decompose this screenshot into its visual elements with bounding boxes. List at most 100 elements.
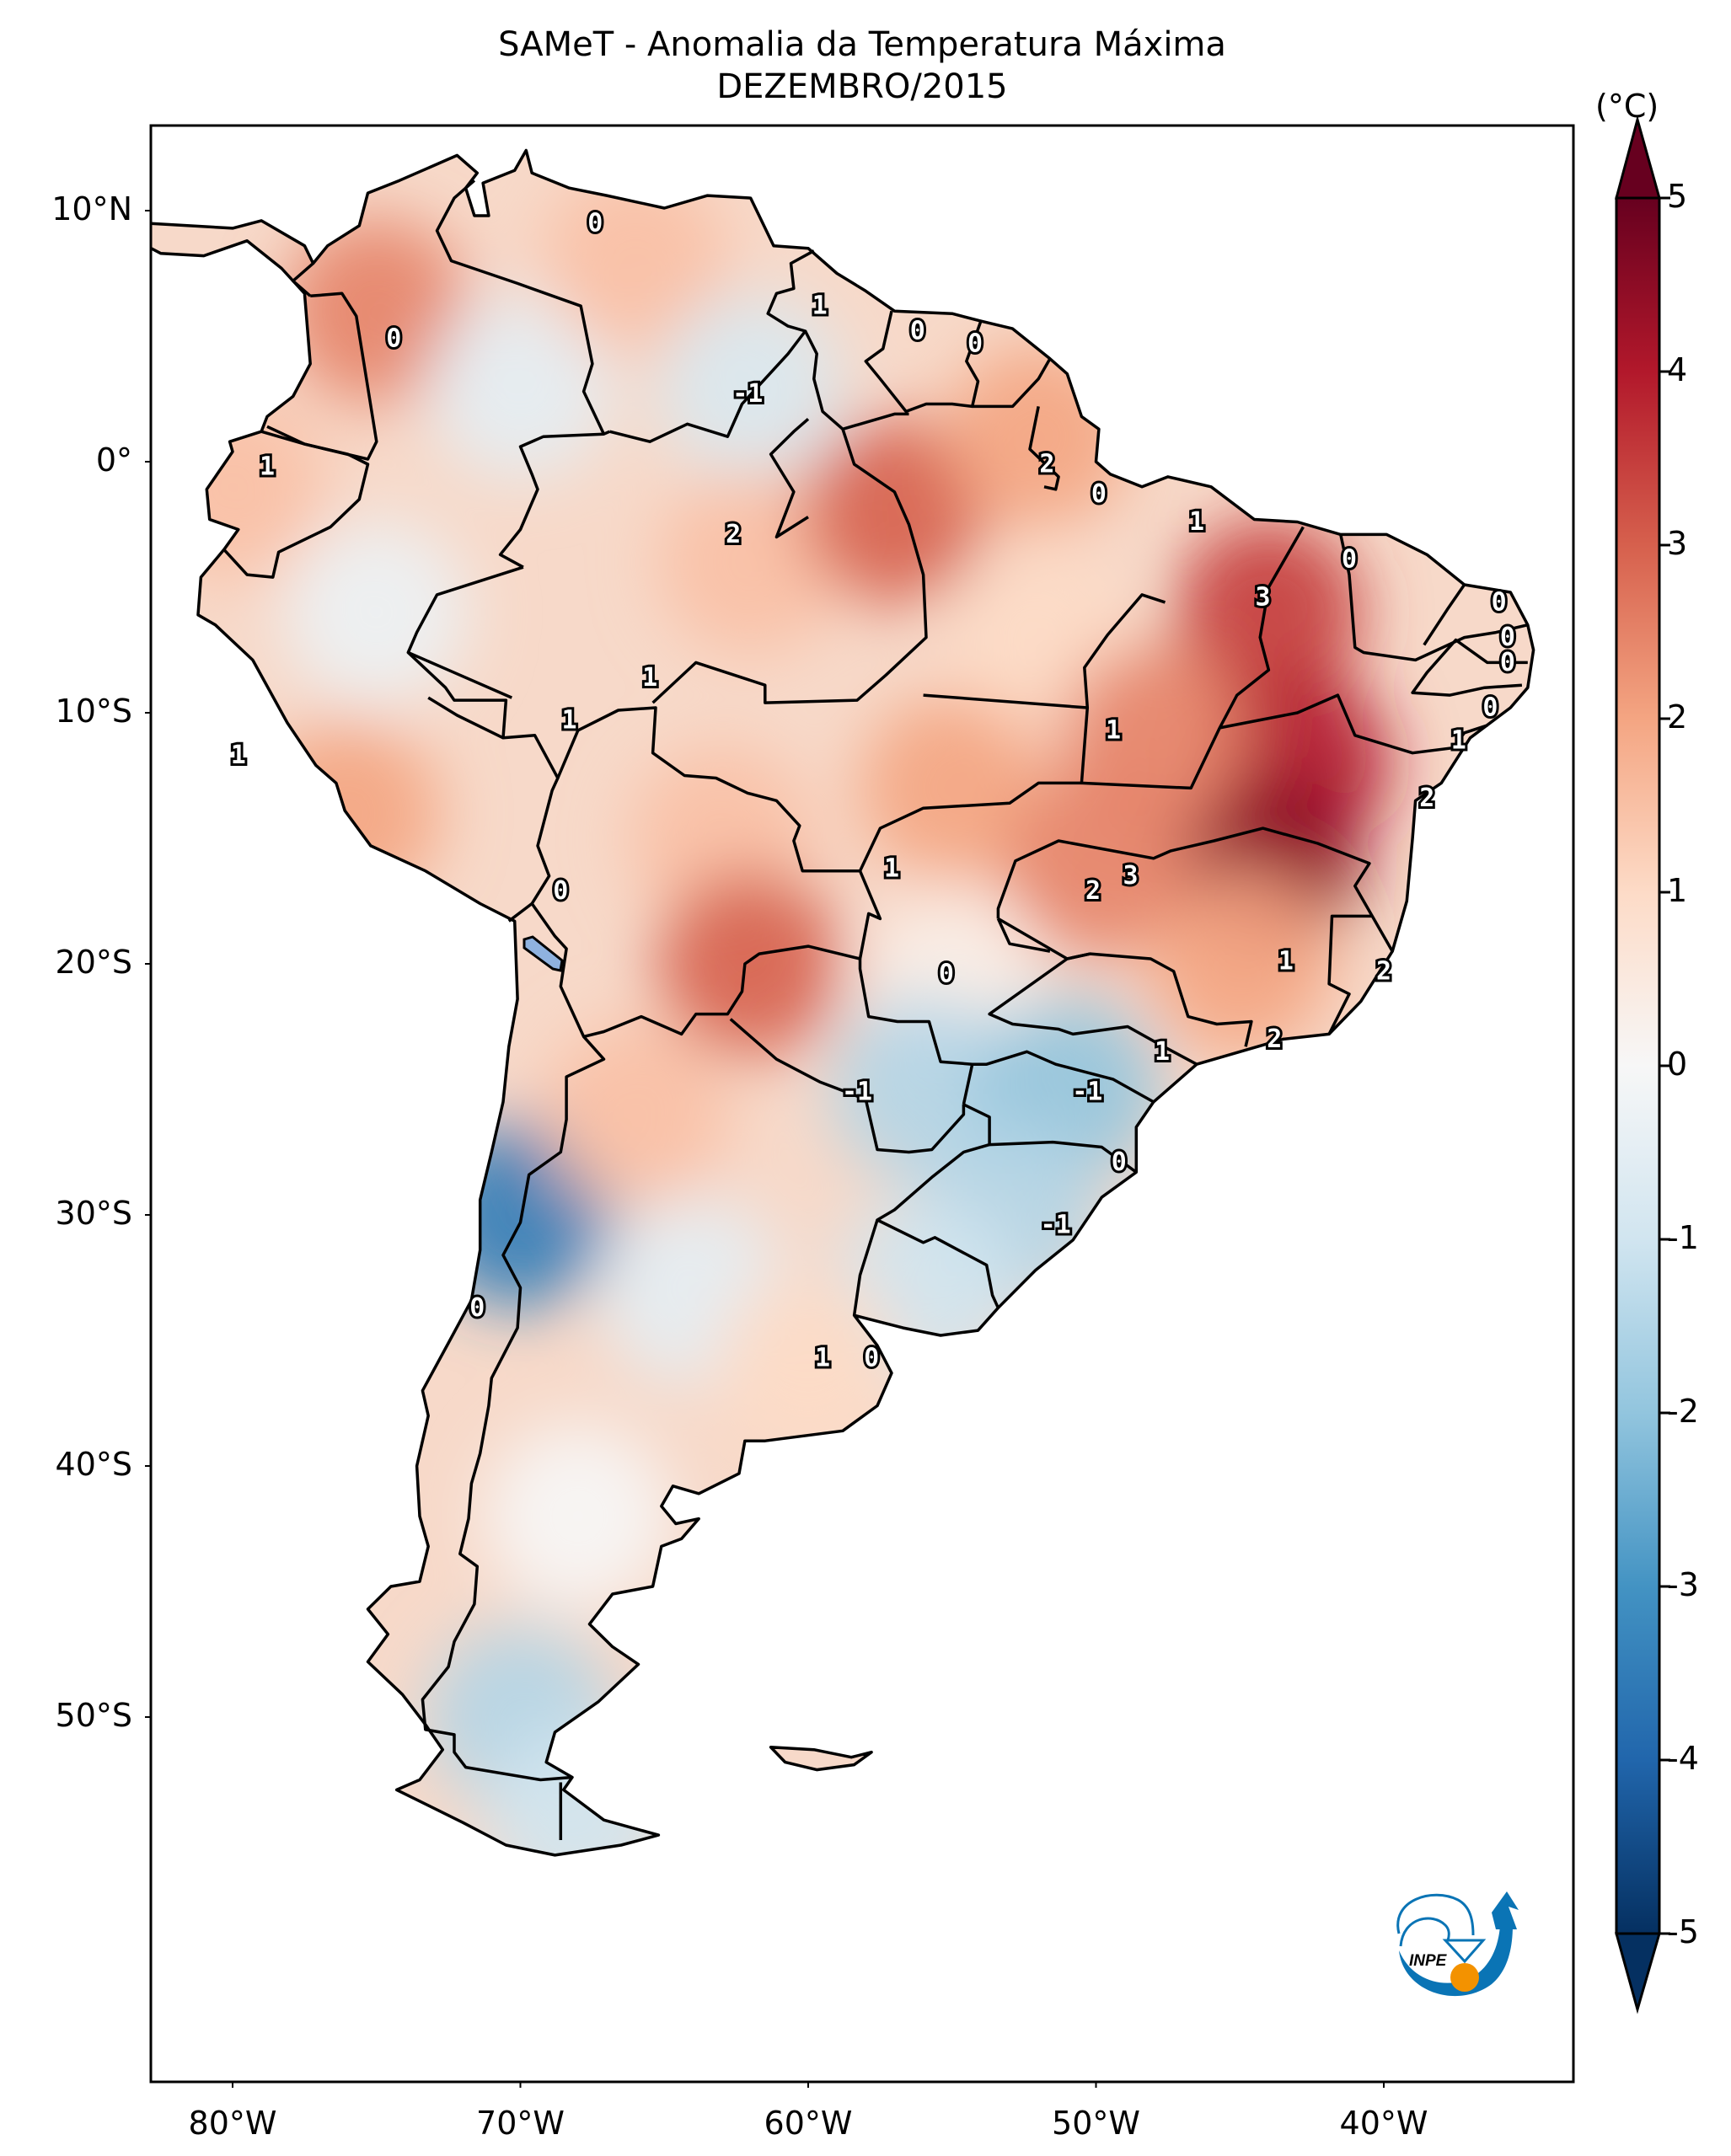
anomaly-region xyxy=(485,1423,671,1609)
contour-label: 0 xyxy=(910,317,925,346)
colorbar-tick-label: 5 xyxy=(1667,178,1688,215)
anomaly-region xyxy=(657,469,844,655)
lat-tick-label: 0° xyxy=(95,441,132,479)
colorbar-tick-label: 0 xyxy=(1667,1046,1688,1083)
contour-label: 1 xyxy=(642,663,657,693)
contour-label: 1 xyxy=(1155,1037,1170,1067)
lon-tick-label: 40°W xyxy=(1339,2105,1428,2142)
contour-label: 0 xyxy=(1091,479,1107,509)
logo-down-arrow-icon xyxy=(1442,1939,1487,1964)
anomaly-region xyxy=(801,419,988,605)
anomaly-region xyxy=(1003,770,1189,956)
contour-label: -1 xyxy=(1072,1077,1102,1106)
country-border xyxy=(989,1140,1138,1174)
coastline xyxy=(151,148,1535,1857)
contour-label: 3 xyxy=(1123,861,1138,891)
colorbar-tick-label: -1 xyxy=(1667,1219,1699,1256)
country-border xyxy=(729,1018,966,1154)
contour-label: 1 xyxy=(1189,507,1204,537)
country-border xyxy=(1081,526,1305,790)
contour-label: 0 xyxy=(1482,693,1498,723)
logo-blue-arc xyxy=(1399,1925,1513,1997)
anomaly-heat-layer xyxy=(151,168,1391,1855)
contour-label: 1 xyxy=(231,741,246,770)
colorbar-unit-label: (°C) xyxy=(1595,88,1659,125)
contour-label: 1 xyxy=(260,452,275,481)
lat-tick-label: 20°S xyxy=(55,944,132,981)
contour-label: 1 xyxy=(812,292,828,321)
contour-label: 0 xyxy=(1500,623,1515,652)
lon-tick-label: 50°W xyxy=(1052,2105,1140,2142)
chart-subtitle: DEZEMBRO/2015 xyxy=(716,67,1008,106)
contour-label: 1 xyxy=(1451,725,1466,755)
lake-titicaca xyxy=(523,935,564,972)
contour-label: 2 xyxy=(1419,784,1434,813)
country-borders xyxy=(151,148,1535,1857)
anomaly-region xyxy=(543,168,729,354)
anomaly-region xyxy=(1147,871,1333,1057)
country-border xyxy=(852,1219,879,1316)
contour-label: 0 xyxy=(864,1343,879,1372)
anomaly-region xyxy=(427,293,614,479)
country-border xyxy=(997,917,1253,1047)
lon-tick-label: 80°W xyxy=(188,2105,277,2142)
anomaly-region xyxy=(859,695,1045,881)
contour-label: 1 xyxy=(884,853,899,883)
contour-label: 0 xyxy=(587,208,603,238)
country-border xyxy=(651,428,928,704)
lon-tick-label: 70°W xyxy=(476,2105,565,2142)
country-border xyxy=(407,650,512,699)
lat-tick-label: 40°S xyxy=(55,1446,132,1483)
anomaly-region xyxy=(1176,519,1362,705)
colorbar-tick-label: 1 xyxy=(1667,872,1688,909)
contour-label: 2 xyxy=(1039,449,1054,479)
anomaly-region xyxy=(283,218,469,404)
contour-label: 3 xyxy=(1256,582,1271,612)
lon-tick-label: 60°W xyxy=(764,2105,853,2142)
country-border xyxy=(1219,693,1488,755)
country-border xyxy=(965,320,1052,409)
contour-label: 0 xyxy=(967,329,983,358)
contour-label: 1 xyxy=(1106,715,1121,745)
country-border xyxy=(435,179,611,436)
country-border xyxy=(996,827,1394,952)
lat-tick-label: 10°N xyxy=(51,190,132,227)
contour-label: 2 xyxy=(1267,1025,1282,1054)
contour-label: 2 xyxy=(1376,956,1391,986)
country-border xyxy=(996,918,1051,953)
colorbar-extend-top xyxy=(1615,115,1661,200)
contour-label: -1 xyxy=(732,379,763,409)
colorbar-tick-label: -5 xyxy=(1667,1913,1699,1950)
logo-up-arrow-icon xyxy=(1492,1891,1519,1929)
contour-label: 0 xyxy=(386,324,401,353)
anomaly-region xyxy=(543,1021,729,1207)
country-border xyxy=(923,693,1088,709)
lat-ticks xyxy=(145,210,151,1718)
contour-label: 1 xyxy=(815,1343,830,1372)
colorbar-tick-label: 2 xyxy=(1667,698,1688,736)
country-border xyxy=(222,430,370,579)
contour-label: 0 xyxy=(553,876,568,906)
colorbar xyxy=(1615,115,1670,2014)
colorbar-tick-label: 4 xyxy=(1667,351,1688,388)
country-border xyxy=(972,1050,1155,1104)
anomaly-region xyxy=(283,519,469,705)
country-border xyxy=(1028,406,1060,491)
colorbar-tick-label: 3 xyxy=(1667,525,1688,562)
country-border xyxy=(1423,584,1466,646)
country-border xyxy=(498,432,604,569)
colorbar-body xyxy=(1615,196,1661,1935)
contour-label: 1 xyxy=(562,705,577,735)
contour-label: 0 xyxy=(1492,587,1507,617)
country-border xyxy=(988,952,1198,1066)
contour-label: 0 xyxy=(1500,648,1515,677)
logo-text: INPE xyxy=(1409,1952,1448,1970)
anomaly-region xyxy=(657,871,844,1057)
logo-orange-dot xyxy=(1450,1963,1479,1992)
anomaly-region xyxy=(715,1272,901,1458)
country-border xyxy=(530,706,882,1039)
country-border xyxy=(1327,914,1373,1035)
colorbar-tick-label: -2 xyxy=(1667,1393,1699,1430)
